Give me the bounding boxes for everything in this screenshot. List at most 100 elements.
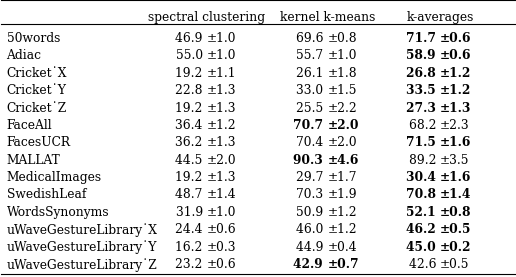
Text: ±1.8: ±1.8 — [327, 67, 357, 80]
Text: ±1.3: ±1.3 — [207, 102, 236, 115]
Text: ±1.2: ±1.2 — [327, 223, 357, 236]
Text: 46.9: 46.9 — [175, 32, 207, 45]
Text: ±1.2: ±1.2 — [327, 206, 357, 219]
Text: ±1.3: ±1.3 — [207, 171, 236, 184]
Text: 52.1: 52.1 — [406, 206, 440, 219]
Text: 89.2: 89.2 — [409, 154, 440, 167]
Text: ±2.0: ±2.0 — [207, 154, 236, 167]
Text: ±1.3: ±1.3 — [207, 136, 236, 149]
Text: 69.6: 69.6 — [296, 32, 327, 45]
Text: ±0.6: ±0.6 — [440, 49, 472, 62]
Text: 90.3: 90.3 — [293, 154, 327, 167]
Text: 45.0: 45.0 — [406, 241, 440, 254]
Text: ±1.5: ±1.5 — [327, 84, 357, 97]
Text: ±2.2: ±2.2 — [327, 102, 357, 115]
Text: 58.9: 58.9 — [407, 49, 440, 62]
Text: 33.0: 33.0 — [296, 84, 327, 97]
Text: ±1.6: ±1.6 — [440, 136, 472, 149]
Text: k-averages: k-averages — [407, 11, 474, 24]
Text: 48.7: 48.7 — [175, 188, 207, 201]
Text: kernel k-means: kernel k-means — [280, 11, 375, 24]
Text: ±0.3: ±0.3 — [207, 241, 236, 254]
Text: ±0.4: ±0.4 — [327, 241, 357, 254]
Text: 46.0: 46.0 — [296, 223, 327, 236]
Text: ±1.3: ±1.3 — [440, 102, 472, 115]
Text: 70.7: 70.7 — [293, 119, 327, 132]
Text: ±1.0: ±1.0 — [207, 206, 236, 219]
Text: 55.7: 55.7 — [296, 49, 327, 62]
Text: 25.5: 25.5 — [296, 102, 327, 115]
Text: SwedishLeaf: SwedishLeaf — [7, 188, 86, 201]
Text: 27.3: 27.3 — [406, 102, 440, 115]
Text: 26.8: 26.8 — [406, 67, 440, 80]
Text: ±0.5: ±0.5 — [440, 258, 470, 271]
Text: uWaveGestureLibrary˙Y: uWaveGestureLibrary˙Y — [7, 241, 157, 255]
Text: ±2.0: ±2.0 — [327, 136, 357, 149]
Text: 19.2: 19.2 — [175, 102, 207, 115]
Text: Cricket˙Y: Cricket˙Y — [7, 84, 67, 97]
Text: 55.0: 55.0 — [175, 49, 207, 62]
Text: ±1.6: ±1.6 — [440, 171, 472, 184]
Text: 71.5: 71.5 — [406, 136, 440, 149]
Text: ±1.2: ±1.2 — [207, 119, 236, 132]
Text: ±1.0: ±1.0 — [207, 32, 236, 45]
Text: ±0.5: ±0.5 — [440, 223, 472, 236]
Text: ±1.4: ±1.4 — [207, 188, 236, 201]
Text: ±0.6: ±0.6 — [207, 223, 236, 236]
Text: uWaveGestureLibrary˙X: uWaveGestureLibrary˙X — [7, 223, 157, 237]
Text: 70.3: 70.3 — [296, 188, 327, 201]
Text: ±0.6: ±0.6 — [440, 32, 472, 45]
Text: ±4.6: ±4.6 — [327, 154, 359, 167]
Text: WordsSynonyms: WordsSynonyms — [7, 206, 109, 219]
Text: 33.5: 33.5 — [406, 84, 440, 97]
Text: MedicalImages: MedicalImages — [7, 171, 102, 184]
Text: ±1.4: ±1.4 — [440, 188, 472, 201]
Text: 68.2: 68.2 — [409, 119, 440, 132]
Text: ±1.2: ±1.2 — [440, 67, 472, 80]
Text: ±1.9: ±1.9 — [327, 188, 357, 201]
Text: 19.2: 19.2 — [175, 67, 207, 80]
Text: uWaveGestureLibrary˙Z: uWaveGestureLibrary˙Z — [7, 258, 157, 272]
Text: FacesUCR: FacesUCR — [7, 136, 71, 149]
Text: 36.2: 36.2 — [175, 136, 207, 149]
Text: ±0.6: ±0.6 — [207, 258, 236, 271]
Text: 42.9: 42.9 — [294, 258, 327, 271]
Text: 42.6: 42.6 — [409, 258, 440, 271]
Text: 24.4: 24.4 — [175, 223, 207, 236]
Text: 23.2: 23.2 — [175, 258, 207, 271]
Text: 30.4: 30.4 — [406, 171, 440, 184]
Text: 26.1: 26.1 — [296, 67, 327, 80]
Text: ±2.0: ±2.0 — [327, 119, 359, 132]
Text: ±0.8: ±0.8 — [440, 206, 472, 219]
Text: 46.2: 46.2 — [406, 223, 440, 236]
Text: ±2.3: ±2.3 — [440, 119, 470, 132]
Text: ±1.3: ±1.3 — [207, 84, 236, 97]
Text: 50.9: 50.9 — [296, 206, 327, 219]
Text: 19.2: 19.2 — [175, 171, 207, 184]
Text: 70.8: 70.8 — [406, 188, 440, 201]
Text: 36.4: 36.4 — [175, 119, 207, 132]
Text: ±3.5: ±3.5 — [440, 154, 470, 167]
Text: 29.7: 29.7 — [296, 171, 327, 184]
Text: 50words: 50words — [7, 32, 60, 45]
Text: 16.2: 16.2 — [175, 241, 207, 254]
Text: ±1.1: ±1.1 — [207, 67, 236, 80]
Text: 70.4: 70.4 — [296, 136, 327, 149]
Text: spectral clustering: spectral clustering — [148, 11, 265, 24]
Text: ±0.8: ±0.8 — [327, 32, 357, 45]
Text: 22.8: 22.8 — [175, 84, 207, 97]
Text: 71.7: 71.7 — [406, 32, 440, 45]
Text: Cricket˙Z: Cricket˙Z — [7, 102, 67, 115]
Text: 44.5: 44.5 — [175, 154, 207, 167]
Text: ±1.7: ±1.7 — [327, 171, 357, 184]
Text: MALLAT: MALLAT — [7, 154, 60, 167]
Text: ±1.0: ±1.0 — [327, 49, 357, 62]
Text: 44.9: 44.9 — [296, 241, 327, 254]
Text: Adiac: Adiac — [7, 49, 41, 62]
Text: ±0.7: ±0.7 — [327, 258, 359, 271]
Text: FaceAll: FaceAll — [7, 119, 52, 132]
Text: Cricket˙X: Cricket˙X — [7, 67, 67, 80]
Text: ±1.0: ±1.0 — [207, 49, 236, 62]
Text: ±0.2: ±0.2 — [440, 241, 472, 254]
Text: 31.9: 31.9 — [175, 206, 207, 219]
